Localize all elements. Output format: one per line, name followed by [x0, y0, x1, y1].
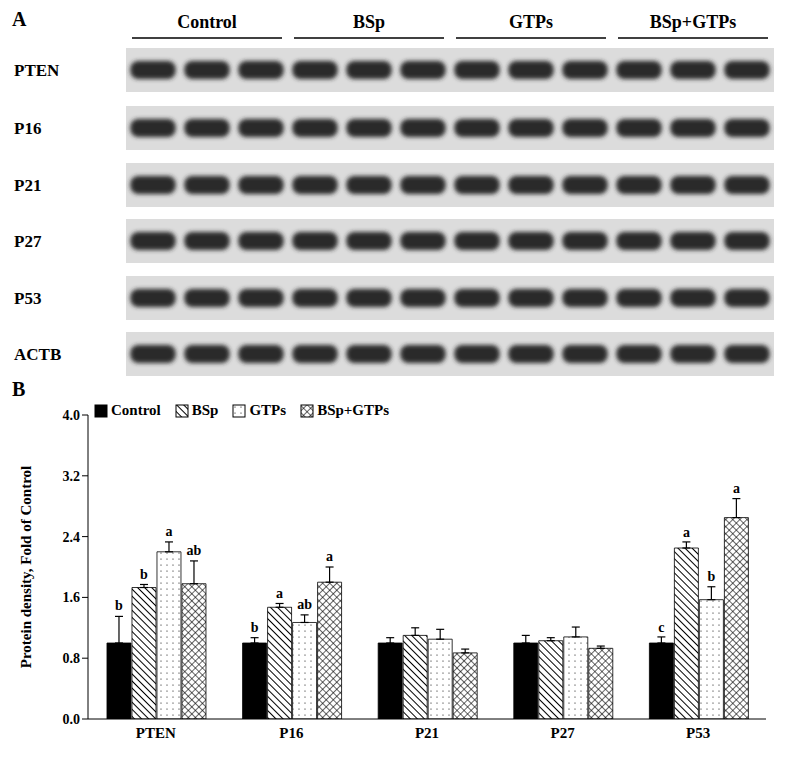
svg-text:PTEN: PTEN [14, 61, 60, 80]
svg-text:a: a [326, 549, 333, 564]
svg-text:2.4: 2.4 [63, 530, 81, 545]
svg-text:Control: Control [177, 12, 237, 32]
svg-text:4.0: 4.0 [63, 408, 81, 423]
svg-text:a: a [683, 525, 690, 540]
svg-text:A: A [12, 8, 27, 30]
svg-text:P16: P16 [14, 119, 41, 138]
svg-text:P53: P53 [14, 289, 41, 308]
svg-text:BSp+GTPs: BSp+GTPs [650, 12, 736, 32]
html-text:B: B [12, 378, 26, 400]
svg-text:P16: P16 [279, 725, 304, 741]
svg-text:3.2: 3.2 [63, 469, 81, 484]
svg-text:b: b [115, 598, 123, 613]
svg-text:c: c [658, 620, 664, 635]
svg-text:Protein density, Fold of Contr: Protein density, Fold of Control [18, 466, 34, 668]
html-text:Control: Control [111, 402, 161, 418]
html-text:BSp: BSp [191, 402, 219, 418]
svg-text:ab: ab [187, 543, 202, 558]
svg-text:P53: P53 [686, 725, 710, 741]
svg-text:a: a [165, 524, 172, 539]
svg-text:0.8: 0.8 [63, 651, 81, 666]
svg-text:1.6: 1.6 [63, 590, 81, 605]
svg-text:ab: ab [297, 597, 312, 612]
svg-text:b: b [707, 569, 715, 584]
html-text:BSp+GTPs: BSp+GTPs [317, 402, 389, 418]
svg-text:a: a [276, 586, 283, 601]
svg-text:b: b [251, 620, 259, 635]
svg-text:P27: P27 [14, 232, 42, 251]
svg-text:ACTB: ACTB [14, 345, 61, 364]
svg-text:a: a [733, 481, 740, 496]
html-text:GTPs: GTPs [249, 402, 287, 418]
svg-text:0.0: 0.0 [63, 712, 81, 727]
svg-text:PTEN: PTEN [136, 725, 176, 741]
svg-text:b: b [140, 567, 148, 582]
svg-text:P21: P21 [415, 725, 439, 741]
svg-text:GTPs: GTPs [509, 12, 553, 32]
svg-text:P21: P21 [14, 176, 41, 195]
svg-text:BSp: BSp [353, 12, 385, 32]
svg-text:P27: P27 [551, 725, 576, 741]
